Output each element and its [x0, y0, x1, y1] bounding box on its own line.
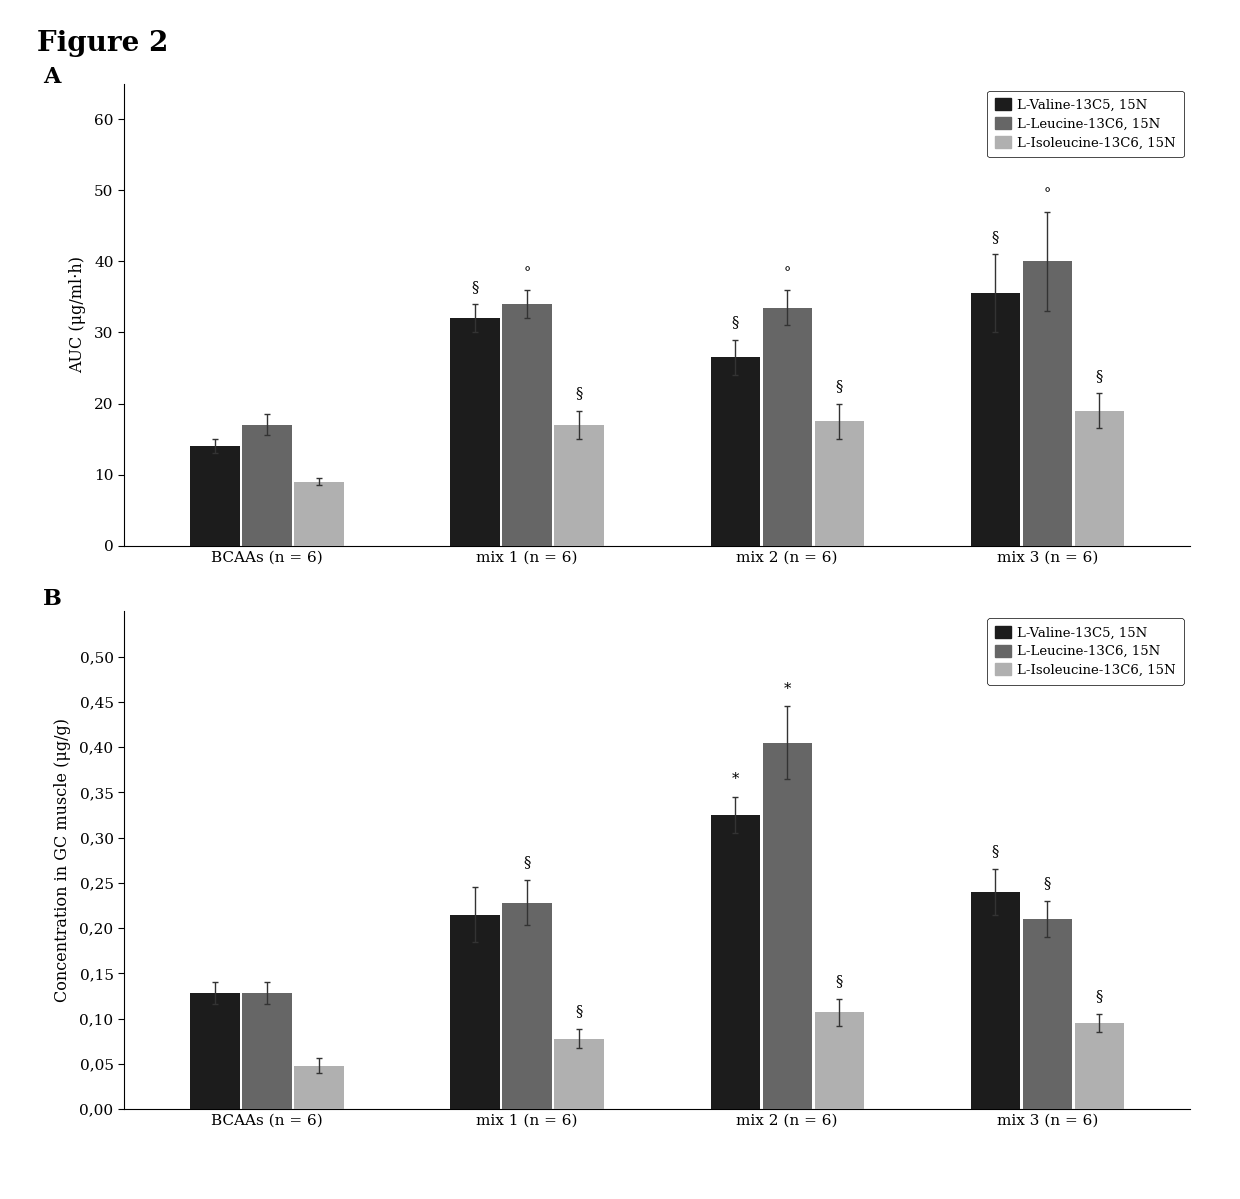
- Text: °: °: [784, 266, 791, 279]
- Text: °: °: [1044, 187, 1052, 201]
- Bar: [242, 424, 291, 546]
- Text: §: §: [523, 855, 531, 869]
- Legend: L-Valine-13C5, 15N, L-Leucine-13C6, 15N, L-Isoleucine-13C6, 15N: L-Valine-13C5, 15N, L-Leucine-13C6, 15N,…: [987, 619, 1184, 685]
- Bar: [711, 815, 760, 1109]
- Bar: [815, 1012, 864, 1109]
- Bar: [294, 482, 343, 546]
- Text: *: *: [784, 681, 791, 695]
- Text: °: °: [523, 266, 531, 279]
- Bar: [763, 308, 812, 546]
- Text: *: *: [732, 772, 739, 787]
- Text: §: §: [836, 379, 843, 393]
- Y-axis label: AUC (μg/ml·h): AUC (μg/ml·h): [68, 257, 86, 373]
- Text: §: §: [992, 230, 999, 245]
- Bar: [1023, 261, 1073, 546]
- Bar: [502, 903, 552, 1109]
- Bar: [242, 993, 291, 1109]
- Bar: [763, 742, 812, 1109]
- Text: Figure 2: Figure 2: [37, 30, 169, 58]
- Text: §: §: [1044, 876, 1052, 890]
- Text: §: §: [732, 315, 739, 330]
- Text: §: §: [1096, 989, 1104, 1004]
- Bar: [711, 357, 760, 546]
- Text: §: §: [471, 279, 479, 294]
- Bar: [1075, 410, 1125, 546]
- Text: §: §: [575, 386, 583, 400]
- Bar: [815, 421, 864, 546]
- Text: §: §: [992, 844, 999, 858]
- Bar: [294, 1066, 343, 1109]
- Bar: [971, 294, 1021, 546]
- Legend: L-Valine-13C5, 15N, L-Leucine-13C6, 15N, L-Isoleucine-13C6, 15N: L-Valine-13C5, 15N, L-Leucine-13C6, 15N,…: [987, 91, 1184, 157]
- Bar: [1023, 920, 1073, 1109]
- Text: A: A: [43, 66, 61, 88]
- Text: §: §: [836, 974, 843, 988]
- Bar: [1075, 1023, 1125, 1109]
- Text: §: §: [575, 1005, 583, 1018]
- Bar: [554, 1038, 604, 1109]
- Text: B: B: [43, 588, 62, 609]
- Bar: [502, 305, 552, 546]
- Bar: [450, 318, 500, 546]
- Bar: [554, 424, 604, 546]
- Bar: [971, 892, 1021, 1109]
- Bar: [190, 993, 239, 1109]
- Text: §: §: [1096, 369, 1104, 382]
- Y-axis label: Concentration in GC muscle (μg/g): Concentration in GC muscle (μg/g): [55, 718, 71, 1002]
- Bar: [190, 446, 239, 546]
- Bar: [450, 915, 500, 1109]
